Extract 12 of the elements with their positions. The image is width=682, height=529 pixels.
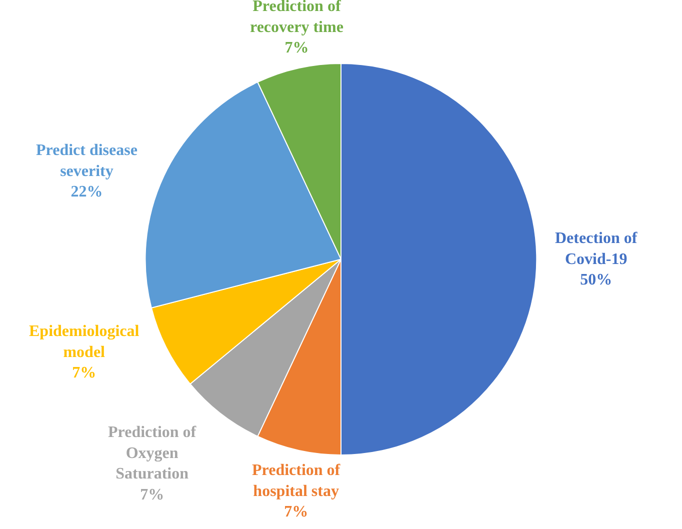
slice-label: Detection of Covid-19 — [555, 230, 638, 268]
slice-label: Prediction of hospital stay — [252, 462, 341, 500]
slice-label: Prediction of Oxygen Saturation — [108, 424, 197, 483]
data-label: 7% — [284, 40, 309, 57]
slice-label: Epidemiological model — [29, 323, 140, 361]
data-label: 7% — [72, 364, 96, 382]
data-label: 7% — [140, 486, 164, 504]
slice-label: Predict disease severity — [36, 142, 138, 180]
data-label: 7% — [284, 504, 308, 521]
data-label: 50% — [580, 272, 612, 289]
data-label: 22% — [70, 184, 103, 201]
slice-label: Prediction of recovery time — [250, 0, 344, 36]
